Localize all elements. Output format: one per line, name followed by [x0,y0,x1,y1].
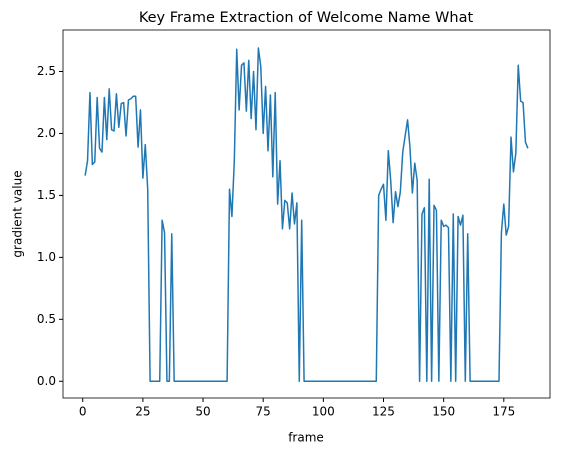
y-tick-label: 1.5 [37,188,56,202]
y-tick-label: 2.0 [37,126,56,140]
x-tick-label: 175 [492,405,515,419]
x-tick-label: 25 [135,405,150,419]
line-series [84,47,529,383]
y-tick-label: 2.5 [37,64,56,78]
plot-frame [62,29,551,399]
x-tick-label: 125 [372,405,395,419]
y-tick-label: 0.5 [37,312,56,326]
x-tick-label: 100 [312,405,335,419]
x-tick-label: 75 [256,405,271,419]
x-tick-label: 0 [79,405,87,419]
x-tick-label: 50 [195,405,210,419]
y-axis-label: gradient value [11,170,25,257]
x-axis-label: frame [288,431,324,445]
chart-title: Key Frame Extraction of Welcome Name Wha… [139,10,474,26]
y-tick-label: 0.0 [37,374,56,388]
y-tick-label: 1.0 [37,250,56,264]
x-tick-label: 150 [432,405,455,419]
